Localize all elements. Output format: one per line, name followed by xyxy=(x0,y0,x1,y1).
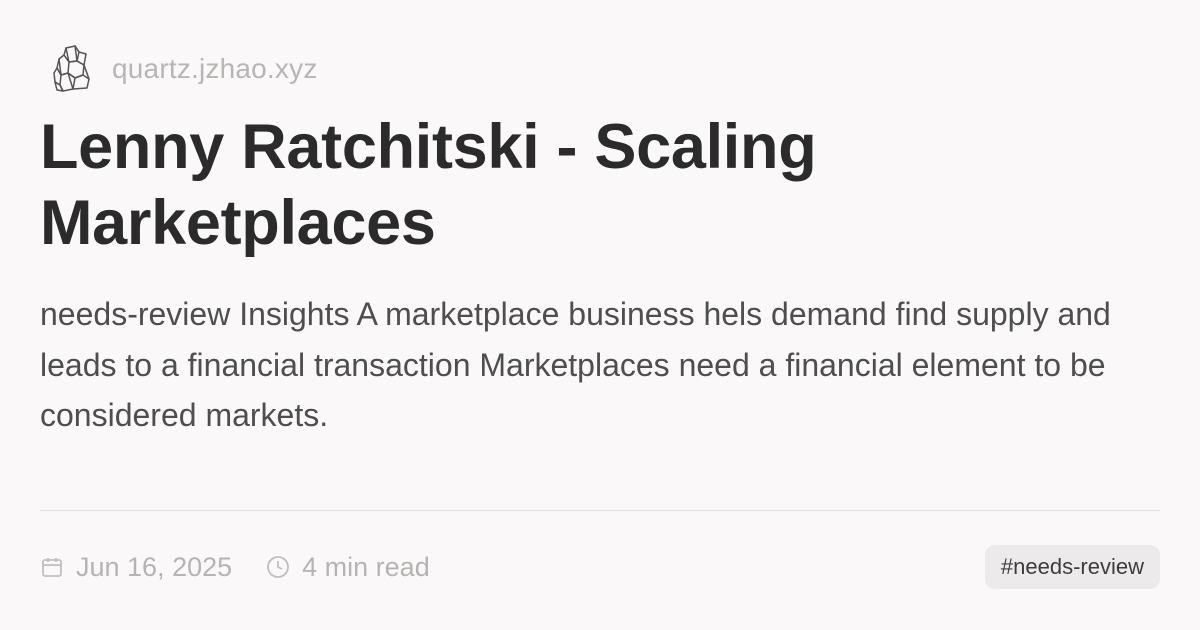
reading-time-text: 4 min read xyxy=(302,551,430,582)
site-url[interactable]: quartz.jzhao.xyz xyxy=(112,53,318,84)
article-footer: Jun 16, 2025 4 min read #needs-review xyxy=(40,544,1160,590)
article-description: needs-review Insights A marketplace busi… xyxy=(40,296,1111,434)
article-title: Lenny Ratchitski - Scaling Marketplaces xyxy=(40,112,817,258)
calendar-icon xyxy=(40,555,64,579)
publish-date: Jun 16, 2025 xyxy=(40,552,232,583)
tag-needs-review[interactable]: #needs-review xyxy=(984,545,1160,589)
article-meta: Jun 16, 2025 4 min read xyxy=(40,552,430,583)
reading-time: 4 min read xyxy=(266,552,430,583)
footer-divider xyxy=(40,510,1160,511)
crystal-logo-icon xyxy=(44,41,100,97)
site-header: quartz.jzhao.xyz xyxy=(40,40,1160,98)
clock-icon xyxy=(266,555,290,579)
date-text: Jun 16, 2025 xyxy=(76,551,233,582)
